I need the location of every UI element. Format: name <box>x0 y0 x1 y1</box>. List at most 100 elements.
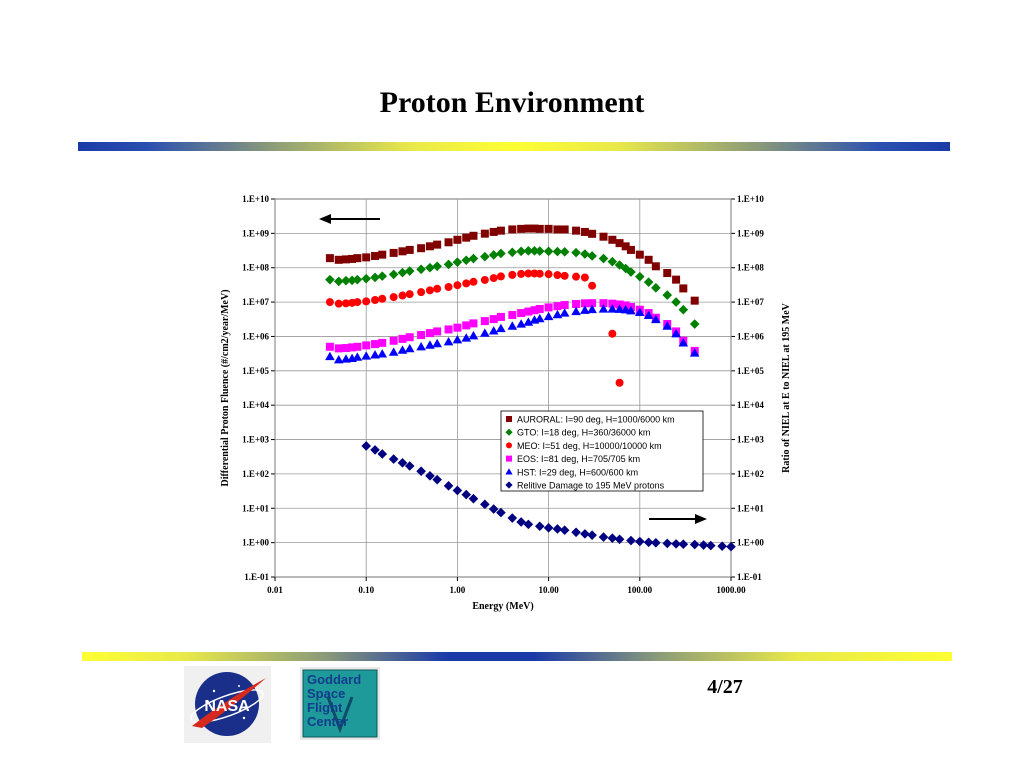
data-point <box>607 533 618 543</box>
data-point <box>598 253 609 264</box>
data-point <box>371 296 380 305</box>
data-point <box>524 269 533 278</box>
legend-marker <box>505 428 513 436</box>
data-point <box>614 260 625 270</box>
right-arrow-head <box>695 514 707 524</box>
data-point <box>352 274 363 285</box>
data-point <box>444 282 453 291</box>
data-point <box>404 461 415 471</box>
data-point <box>587 251 597 261</box>
y-tick-label-left: 1.E-01 <box>244 572 269 582</box>
y-tick-label-left: 1.E+07 <box>242 297 269 307</box>
x-axis-label: Energy (MeV) <box>472 601 533 612</box>
data-point <box>433 327 442 336</box>
data-point <box>552 246 563 257</box>
y-tick-label-right: 1.E+01 <box>737 503 764 513</box>
data-point <box>690 296 699 305</box>
data-point <box>404 266 415 276</box>
data-point <box>371 251 380 260</box>
data-point <box>452 485 463 496</box>
data-point <box>614 304 625 313</box>
data-point <box>516 517 526 527</box>
data-point <box>559 525 570 536</box>
series-3 <box>325 269 624 387</box>
data-point <box>397 345 408 354</box>
x-tick-label: 0.01 <box>267 585 283 595</box>
data-point <box>626 245 635 254</box>
data-point <box>496 312 505 321</box>
data-point <box>544 270 553 279</box>
data-point <box>377 349 388 358</box>
legend-marker <box>505 481 513 489</box>
data-point <box>417 244 426 253</box>
data-point <box>607 256 618 267</box>
data-point <box>580 305 590 314</box>
y-axis-label-right: Ratio of NIEL at E to NIEL at 195 MeV <box>781 302 792 473</box>
data-point <box>689 319 700 329</box>
data-point <box>705 540 716 551</box>
data-point <box>496 323 506 333</box>
y-tick-label-right: 1.E+06 <box>737 331 764 341</box>
data-point <box>644 255 653 264</box>
data-point <box>572 226 581 235</box>
gsfc-line-3: Flight <box>307 700 343 715</box>
data-point <box>651 262 660 271</box>
legend-label: GTO: I=18 deg, H=360/36000 km <box>517 428 650 438</box>
proton-fluence-chart: 1.E-01 1.E-01 1.E+00 1.E+00 1.E+01 1.E+01 1.E+… <box>220 194 792 612</box>
data-point <box>361 351 371 360</box>
data-point <box>608 299 617 308</box>
y-tick-label-right: 1.E+03 <box>737 435 764 445</box>
data-point <box>353 254 362 263</box>
data-point <box>523 317 534 326</box>
data-point <box>588 229 597 238</box>
data-point <box>689 539 700 550</box>
data-point <box>398 291 407 300</box>
data-point <box>377 449 388 459</box>
data-point <box>416 466 426 476</box>
data-point <box>425 242 434 251</box>
data-point <box>425 329 434 338</box>
data-point <box>397 267 408 278</box>
data-point <box>480 499 490 510</box>
data-point <box>671 297 681 307</box>
y-tick-label-right: 1.E+09 <box>737 228 764 238</box>
data-point <box>443 259 454 270</box>
data-point <box>443 336 454 346</box>
data-point <box>480 328 490 337</box>
data-point <box>662 321 673 330</box>
data-point <box>626 535 636 546</box>
data-point <box>534 521 545 532</box>
y-tick-label-left: 1.E+02 <box>242 469 269 479</box>
data-point <box>523 246 534 256</box>
data-point <box>524 307 533 316</box>
data-point <box>361 273 371 284</box>
x-tick-label: 1000.00 <box>716 585 746 595</box>
data-point <box>496 272 505 281</box>
data-point <box>599 232 608 241</box>
y-tick-label-left: 1.E+03 <box>242 435 269 445</box>
data-point <box>517 224 526 233</box>
data-point <box>325 298 334 307</box>
slide-title: Proton Environment <box>379 86 645 119</box>
data-point <box>580 273 589 282</box>
data-point <box>388 269 399 280</box>
data-point <box>508 311 517 320</box>
data-point <box>580 299 589 308</box>
data-point <box>462 321 471 330</box>
data-point <box>580 249 590 259</box>
data-point <box>468 493 479 504</box>
data-point <box>334 255 343 264</box>
x-tick-label: 10.00 <box>538 585 559 595</box>
data-point <box>416 264 426 275</box>
legend-label: Relitive Damage to 195 MeV protons <box>517 481 665 491</box>
data-point <box>543 523 554 533</box>
data-point <box>553 302 562 311</box>
y-tick-label-left: 1.E+05 <box>242 366 269 376</box>
series-6 <box>361 441 736 552</box>
data-point <box>530 306 539 315</box>
data-point <box>461 333 472 342</box>
data-point <box>432 338 442 348</box>
data-point <box>480 275 489 284</box>
y-tick-label-left: 1.E+10 <box>242 194 269 204</box>
y-tick-label-left: 1.E+06 <box>242 331 269 341</box>
